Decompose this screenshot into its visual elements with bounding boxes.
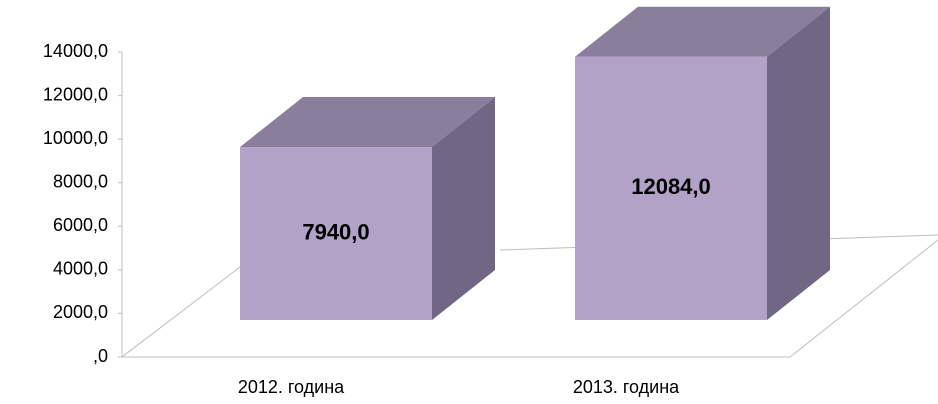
bar-top — [575, 6, 830, 57]
y-tick-label: 4000,0 — [53, 259, 108, 279]
bar-side — [767, 6, 830, 321]
x-tick-label: 2013. година — [573, 377, 680, 397]
data-label: 12084,0 — [631, 174, 711, 199]
data-label: 7940,0 — [302, 219, 369, 244]
y-tick-label: 12000,0 — [43, 84, 108, 104]
y-tick-label: 2000,0 — [53, 302, 108, 322]
y-tick-label: 14000,0 — [43, 41, 108, 61]
bar — [240, 147, 432, 320]
y-tick-label: 8000,0 — [53, 171, 108, 191]
x-tick-label: 2012. година — [238, 377, 345, 397]
y-tick-label: ,0 — [93, 346, 108, 366]
bar-side — [432, 97, 495, 321]
floor-edge — [122, 239, 938, 358]
y-tick-label: 10000,0 — [43, 128, 108, 148]
y-tick-label: 6000,0 — [53, 215, 108, 235]
bar — [575, 56, 767, 321]
bar-top — [240, 97, 495, 148]
floor-edge — [121, 266, 241, 358]
